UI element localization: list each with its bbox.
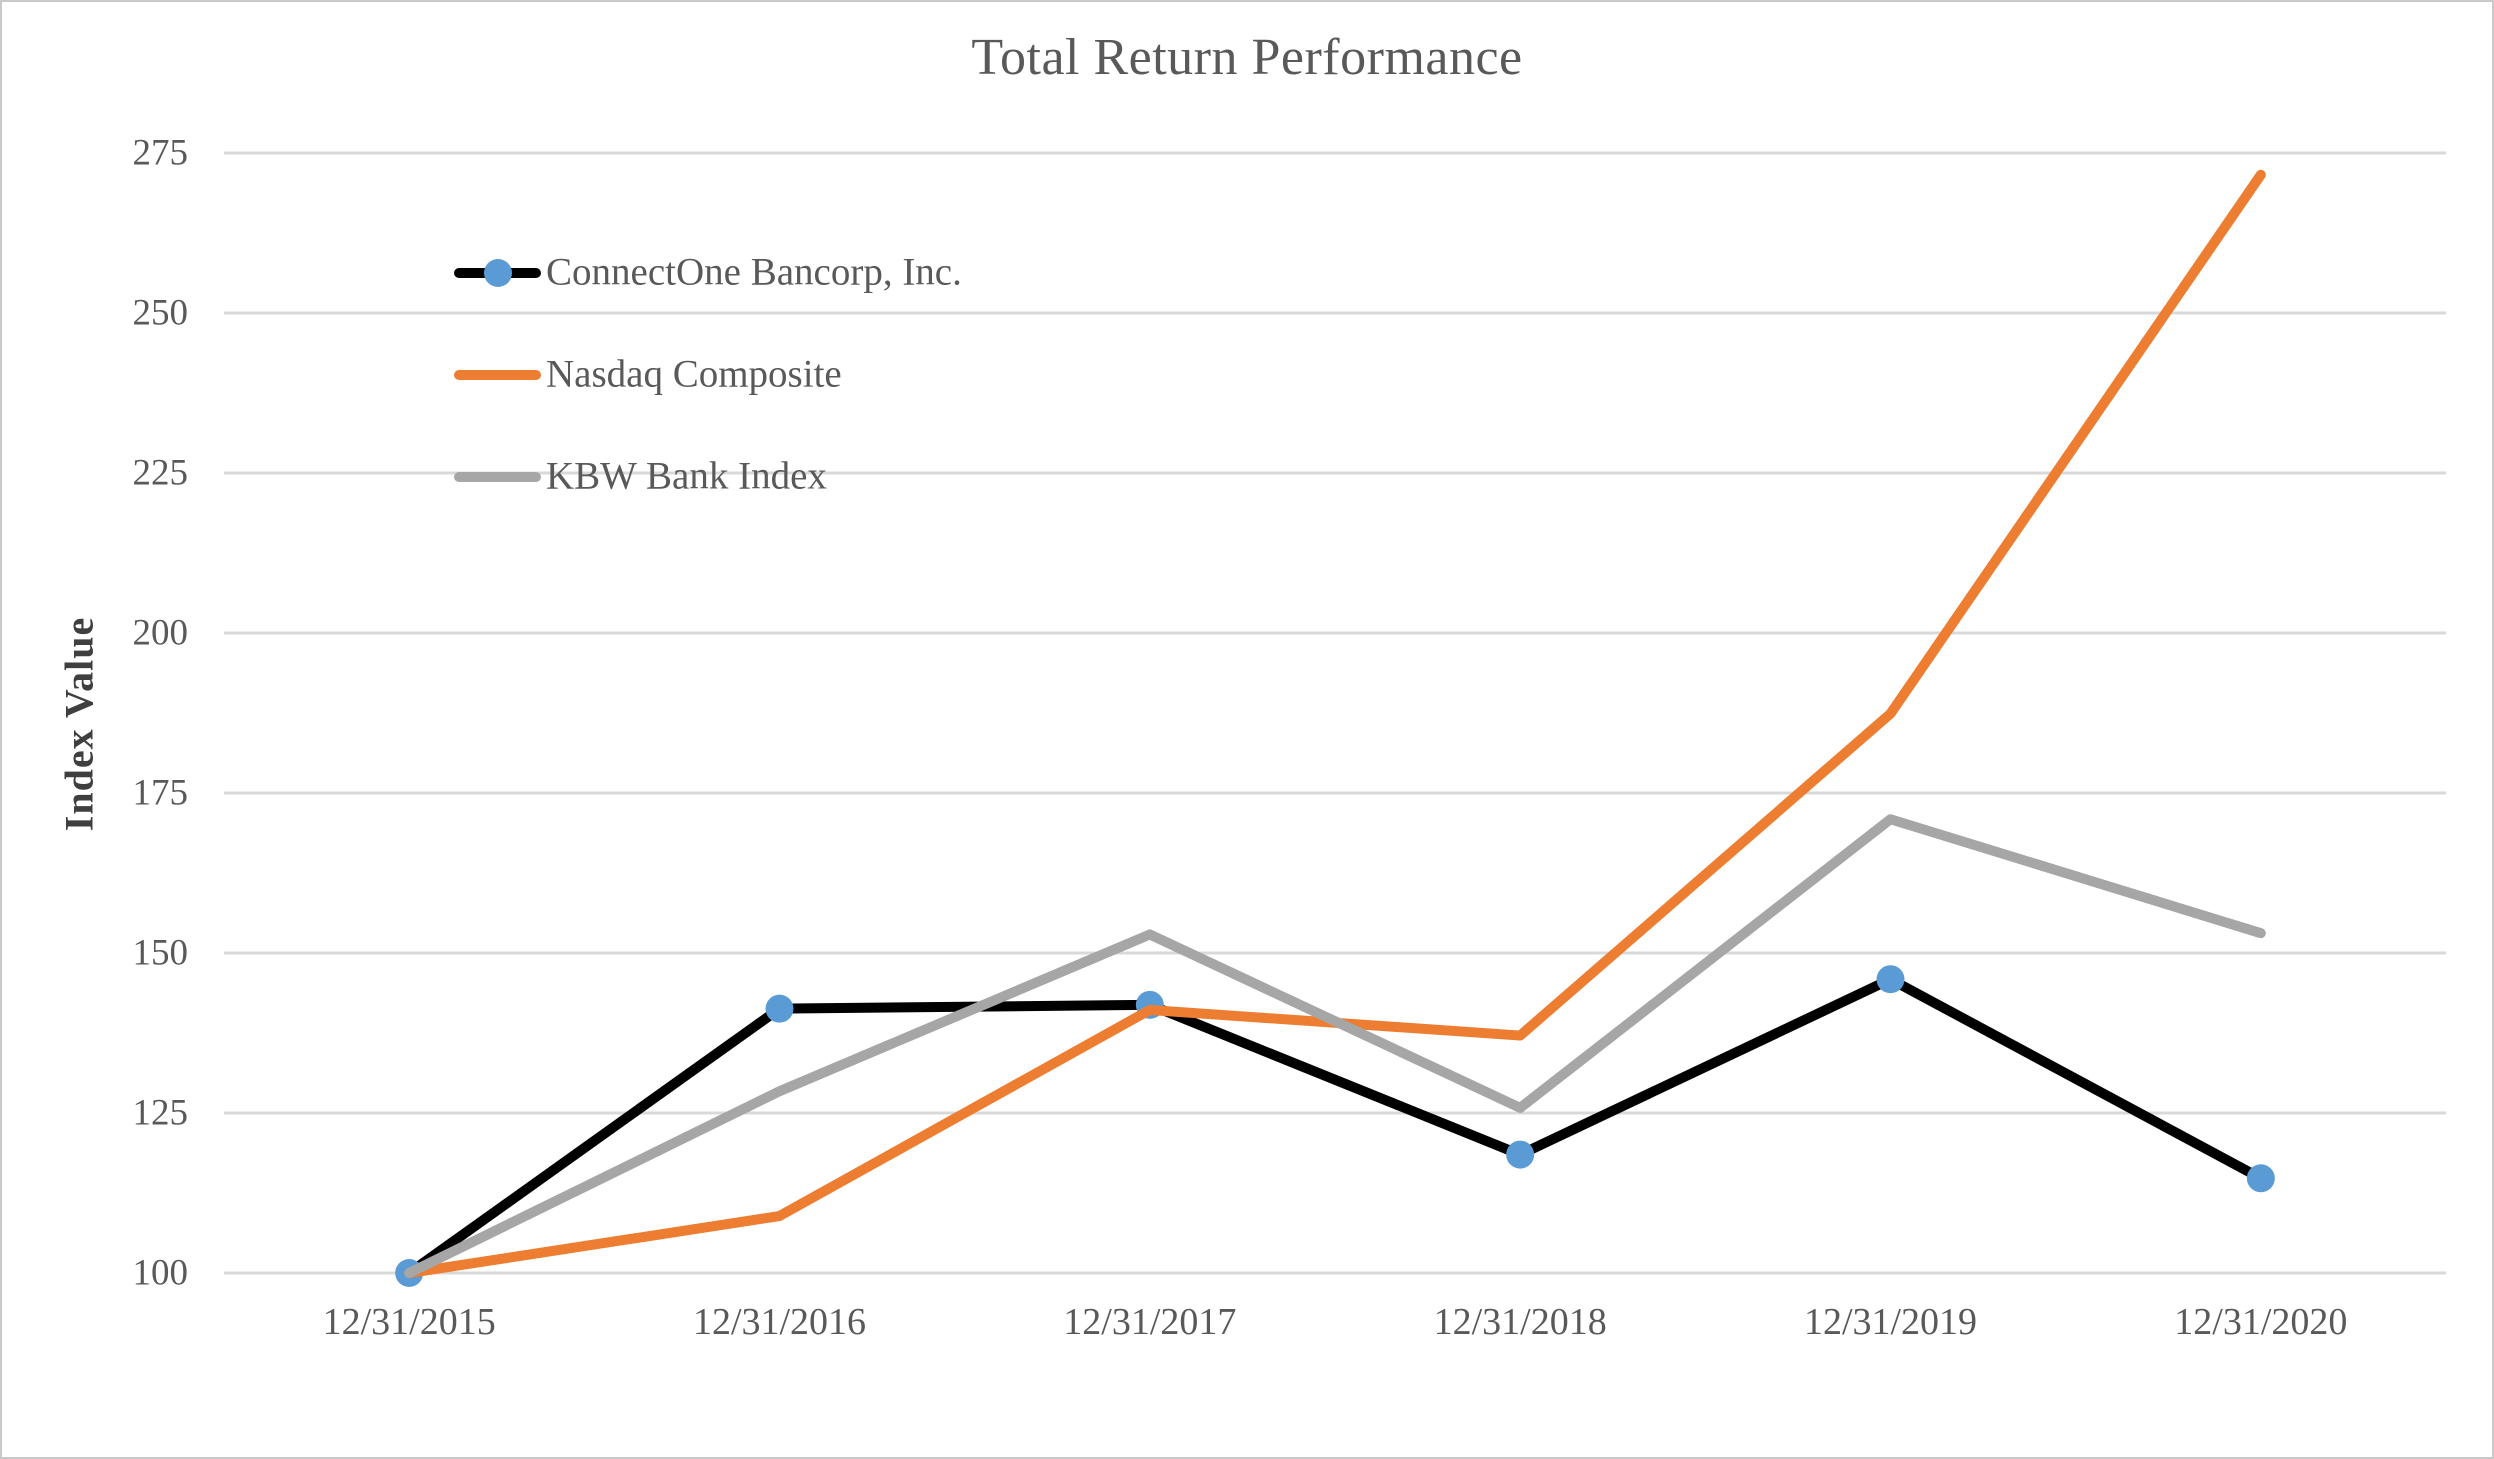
x-tick-label: 12/31/2018 [1433, 1301, 1607, 1343]
y-tick-label: 175 [132, 772, 189, 814]
marker-connectone-bancorp-inc [1876, 965, 1905, 994]
line-connectone-bancorp-inc [404, 974, 2266, 1278]
y-tick-label: 275 [132, 132, 189, 174]
legend-swatch [454, 472, 541, 482]
legend-marker-icon [484, 259, 512, 287]
marker-connectone-bancorp-inc [1506, 1140, 1535, 1169]
x-tick-label: 12/31/2016 [692, 1301, 867, 1343]
marker-connectone-bancorp-inc [765, 994, 794, 1023]
x-tick-label: 12/31/2020 [2174, 1301, 2348, 1343]
x-tick-label: 12/31/2017 [1063, 1301, 1237, 1343]
y-tick-label: 100 [132, 1252, 189, 1294]
line-nasdaq-composite [404, 169, 2266, 1278]
chart-title: Total Return Performance [971, 29, 1523, 86]
y-tick-label: 150 [132, 932, 189, 974]
marker-connectone-bancorp-inc [2246, 1164, 2275, 1193]
x-tick-label: 12/31/2015 [322, 1301, 496, 1343]
x-tick-label: 12/31/2019 [1803, 1301, 1978, 1343]
legend-label: KBW Bank Index [546, 454, 827, 498]
legend-label: ConnectOne Bancorp, Inc. [546, 250, 962, 294]
legend-swatch [454, 370, 541, 380]
y-tick-label: 200 [132, 612, 189, 654]
y-tick-label: 125 [132, 1092, 189, 1134]
y-tick-label: 250 [132, 292, 189, 334]
line-kbw-bank-index [404, 814, 2266, 1278]
y-tick-label: 225 [132, 452, 189, 494]
legend-label: Nasdaq Composite [546, 352, 842, 396]
